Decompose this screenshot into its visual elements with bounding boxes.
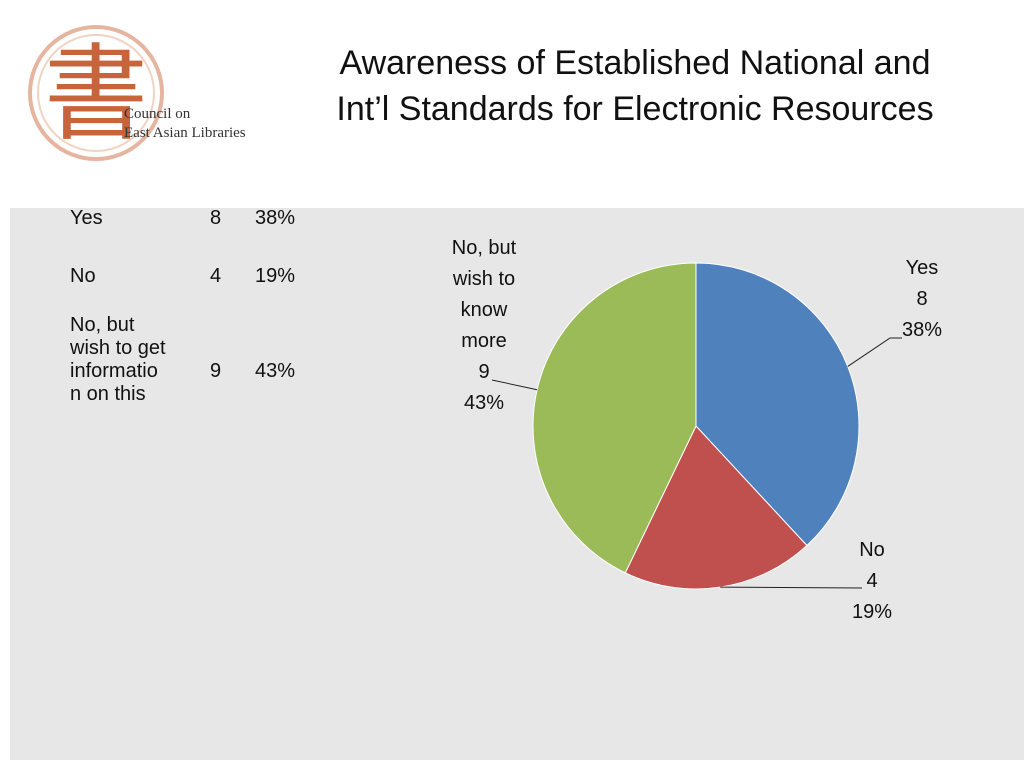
row-label-line: Yes <box>70 207 190 230</box>
logo-text-line1: Council on <box>124 106 191 122</box>
slice-value-label: 4 <box>866 570 877 592</box>
leader-line-0 <box>848 338 902 366</box>
row-count: 8 <box>210 207 221 230</box>
row-count: 9 <box>210 360 221 383</box>
row-percent: 43% <box>255 360 295 383</box>
row-count: 4 <box>210 265 221 288</box>
row-label: Yes <box>70 207 190 230</box>
title-line-1: Awareness of Established National and <box>290 40 980 86</box>
slice-label: wish to <box>452 268 515 290</box>
slice-percent-label: 19% <box>852 601 892 623</box>
row-label-line: No, but <box>70 314 190 337</box>
row-label-line: informatio <box>70 360 190 383</box>
leader-line-1 <box>720 587 862 588</box>
row-label-line: No <box>70 265 190 288</box>
row-percent: 19% <box>255 265 295 288</box>
pie-chart: Yes 8 38% No 4 19% No, but wish to know more 9 43% <box>420 230 960 630</box>
slice-value-label: 9 <box>478 361 489 383</box>
slice-label: No <box>859 539 885 561</box>
row-percent: 38% <box>255 207 295 230</box>
slice-label: know <box>461 299 508 321</box>
cea-logo: 書 Council on East Asian Libraries <box>24 18 274 168</box>
logo-text-line2: East Asian Libraries <box>124 125 246 141</box>
row-label-line: n on this <box>70 383 190 406</box>
title-line-2: Int’l Standards for Electronic Resources <box>290 86 980 132</box>
row-label-line: wish to get <box>70 337 190 360</box>
leader-line-2 <box>492 380 537 390</box>
slice-percent-label: 43% <box>464 392 504 414</box>
slice-value-label: 8 <box>916 288 927 310</box>
slice-label: Yes <box>906 257 939 279</box>
slice-percent-label: 38% <box>902 319 942 341</box>
row-label: No, but wish to get informatio n on this <box>70 314 190 406</box>
page-title: Awareness of Established National and In… <box>290 40 980 132</box>
row-label: No <box>70 265 190 288</box>
slice-label: more <box>461 330 507 352</box>
pie-slices <box>533 263 859 589</box>
slice-label: No, but <box>452 237 517 259</box>
